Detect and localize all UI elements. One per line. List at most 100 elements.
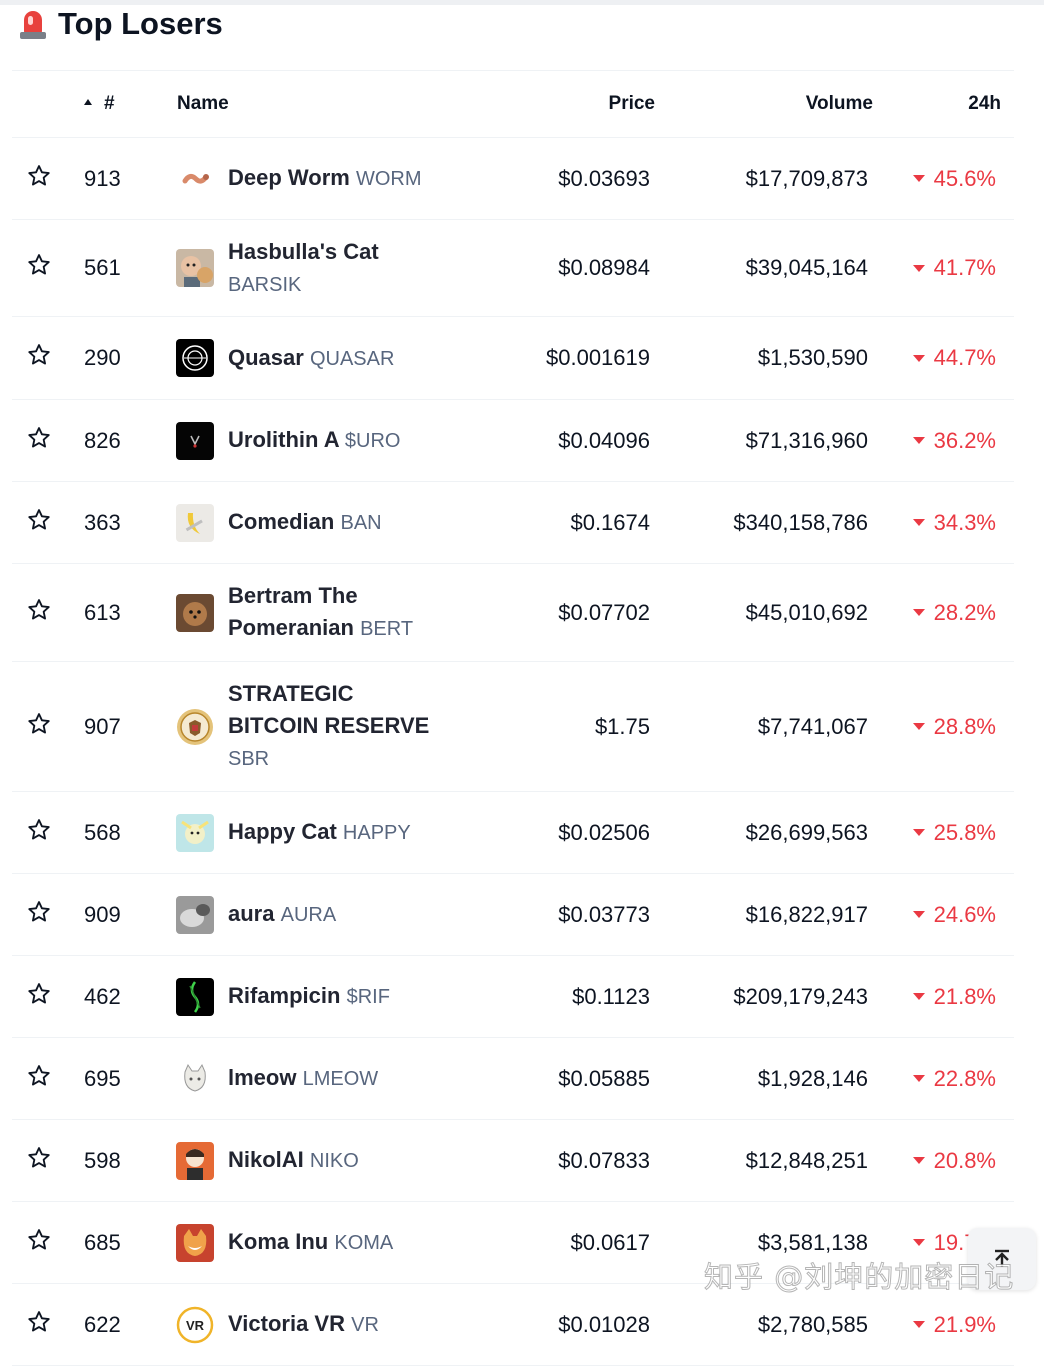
table-row[interactable]: 462 Rifampicin $RIF $0.1123 $209,179,243 21.…	[12, 956, 1014, 1038]
caret-down-icon	[912, 1157, 925, 1164]
coin-name: Hasbulla's Cat	[228, 238, 379, 264]
price-value: $0.05885	[558, 1065, 650, 1091]
coin-logo	[176, 1120, 216, 1201]
favorite-star-button[interactable]	[26, 1284, 54, 1365]
back-to-top-button[interactable]	[968, 1228, 1036, 1290]
price-value: $0.03693	[558, 165, 650, 191]
table-row[interactable]: 568 Happy Cat HAPPY $0.02506 $26,699,563 25.…	[12, 792, 1014, 874]
favorite-star-button[interactable]	[26, 564, 54, 661]
coin-logo	[176, 792, 216, 873]
coin-name-link[interactable]: Hasbulla's Cat BARSIK	[228, 220, 488, 316]
rank-value: 685	[84, 1229, 121, 1255]
pomeranian-logo	[176, 593, 214, 632]
table-row[interactable]: 913 Deep Worm WORM $0.03693 $17,709,873 45.6…	[12, 138, 1014, 220]
name-column-header[interactable]: Name	[177, 93, 229, 114]
coin-name: lmeow	[228, 1065, 297, 1090]
change-24h-value: 28.8%	[882, 662, 996, 791]
lmeow-logo	[176, 1060, 214, 1098]
coin-name: aura	[228, 901, 275, 926]
coin-name-link[interactable]: Deep Worm WORM	[228, 138, 488, 219]
caret-down-icon	[912, 723, 925, 730]
caret-down-icon	[912, 175, 925, 182]
coin-name: Bertram The Pomeranian	[228, 583, 358, 640]
table-row[interactable]: 695 lmeow LMEOW $0.05885 $1,928,146 22.8%	[12, 1038, 1014, 1120]
coin-symbol: BARSIK	[228, 273, 302, 296]
top-border	[0, 0, 1044, 5]
volume-column-header[interactable]: Volume	[805, 93, 873, 114]
favorite-star-button[interactable]	[26, 1120, 54, 1201]
change-percent: 36.2%	[933, 427, 996, 453]
table-row[interactable]: 598 NikolAI NIKO $0.07833 $12,848,251 20.8%	[12, 1120, 1014, 1202]
price-value: $0.1123	[572, 983, 650, 1009]
coin-name-link[interactable]: NikolAI NIKO	[228, 1120, 488, 1201]
caret-down-icon	[912, 609, 925, 616]
table-row[interactable]: 909 aura AURA $0.03773 $16,822,917 24.6%	[12, 874, 1014, 956]
coin-name-link[interactable]: Quasar QUASAR	[228, 317, 488, 399]
table-row[interactable]: 685 Koma Inu KOMA $0.0617 $3,581,138 19.7%	[12, 1202, 1014, 1284]
caret-down-icon	[912, 993, 925, 1000]
section-header: Top Losers	[18, 4, 223, 44]
caret-down-icon	[912, 519, 925, 526]
victoria-vr-logo: VR	[176, 1306, 214, 1344]
volume-value: $12,848,251	[745, 1147, 868, 1173]
coin-name-link[interactable]: lmeow LMEOW	[228, 1038, 488, 1119]
favorite-star-button[interactable]	[26, 874, 54, 955]
coin-name-link[interactable]: aura AURA	[228, 874, 488, 955]
caret-down-icon	[912, 1239, 925, 1246]
coin-logo	[176, 220, 216, 316]
favorite-star-button[interactable]	[26, 400, 54, 481]
coin-name-link[interactable]: Comedian BAN	[228, 482, 488, 563]
favorite-star-button[interactable]	[26, 138, 54, 219]
change-percent: 21.9%	[933, 1311, 996, 1337]
star-icon	[26, 817, 52, 849]
rank-column-header[interactable]: #	[84, 71, 115, 137]
rank-value: 613	[84, 599, 121, 625]
change-24h-value: 22.8%	[882, 1038, 996, 1119]
table-row[interactable]: 907 STRATEGIC BITCOIN RESERVE SBR $1.75 $7,7…	[12, 662, 1014, 792]
favorite-star-button[interactable]	[26, 1038, 54, 1119]
coin-name-link[interactable]: Rifampicin $RIF	[228, 956, 488, 1037]
change-24h-value: 34.3%	[882, 482, 996, 563]
losers-table: # Name Price Volume 24h 913 Deep Worm WOR…	[12, 70, 1014, 1366]
price-value: $0.07833	[558, 1147, 650, 1173]
coin-name-link[interactable]: Urolithin A $URO	[228, 400, 488, 481]
change-percent: 28.8%	[933, 713, 996, 739]
table-row[interactable]: 613 Bertram The Pomeranian BERT $0.07702 $4…	[12, 564, 1014, 662]
favorite-star-button[interactable]	[26, 317, 54, 399]
favorite-star-button[interactable]	[26, 1202, 54, 1283]
coin-logo	[176, 956, 216, 1037]
coin-name-link[interactable]: Victoria VR VR	[228, 1284, 488, 1365]
price-value: $1.75	[594, 713, 650, 739]
table-row[interactable]: 826 Urolithin A $URO $0.04096 $71,316,960 36…	[12, 400, 1014, 482]
favorite-star-button[interactable]	[26, 662, 54, 791]
price-value: $0.001619	[546, 345, 650, 370]
volume-value: $1,928,146	[757, 1065, 868, 1091]
coin-name-link[interactable]: STRATEGIC BITCOIN RESERVE SBR	[228, 662, 488, 791]
table-row[interactable]: 561 Hasbulla's Cat BARSIK $0.08984 $39,045,1…	[12, 220, 1014, 317]
rank-value: 568	[84, 819, 121, 845]
siren-icon	[18, 7, 48, 41]
svg-text:VR: VR	[186, 1318, 205, 1333]
favorite-star-button[interactable]	[26, 220, 54, 316]
table-row[interactable]: 622 VR Victoria VR VR $0.01028 $2,780,585 21.…	[12, 1284, 1014, 1366]
volume-value: $209,179,243	[733, 983, 868, 1009]
rank-value: 695	[84, 1065, 121, 1091]
coin-name: Rifampicin	[228, 983, 341, 1008]
change-24h-column-header[interactable]: 24h	[968, 93, 1001, 114]
rank-value: 913	[84, 165, 121, 191]
favorite-star-button[interactable]	[26, 956, 54, 1037]
table-row[interactable]: 290 Quasar QUASAR $0.001619 $1,530,590 44.7%	[12, 317, 1014, 400]
coin-name-link[interactable]: Bertram The Pomeranian BERT	[228, 564, 488, 661]
coin-name-link[interactable]: Happy Cat HAPPY	[228, 792, 488, 873]
price-column-header[interactable]: Price	[608, 93, 655, 114]
coin-logo: VR	[176, 1284, 216, 1365]
coin-name-link[interactable]: Koma Inu KOMA	[228, 1202, 488, 1283]
volume-value: $16,822,917	[745, 901, 868, 927]
favorite-star-button[interactable]	[26, 792, 54, 873]
coin-name: Deep Worm	[228, 165, 350, 190]
star-icon	[26, 711, 52, 743]
watermark: 知乎 @刘坤的加密日记	[703, 1260, 1015, 1295]
table-row[interactable]: 363 Comedian BAN $0.1674 $340,158,786 34.3%	[12, 482, 1014, 564]
favorite-star-button[interactable]	[26, 482, 54, 563]
change-percent: 34.3%	[933, 509, 996, 535]
